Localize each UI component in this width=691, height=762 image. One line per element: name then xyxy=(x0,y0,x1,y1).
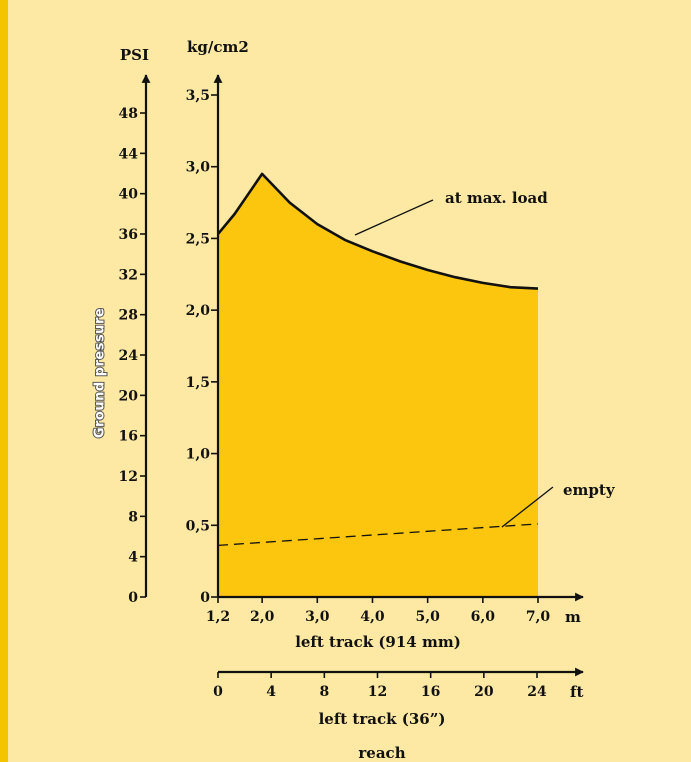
x-axis-m-unit: m xyxy=(565,608,581,626)
x-m-tick-label: 4,0 xyxy=(360,609,385,625)
x-m-tick-label: 5,0 xyxy=(415,609,440,625)
right-tick-label: 2,0 xyxy=(186,303,211,319)
x-m-tick-label: 6,0 xyxy=(471,609,496,625)
right-tick-label: 1,0 xyxy=(186,447,211,463)
left-tick-label: 44 xyxy=(119,146,139,162)
max-load-area xyxy=(218,173,538,597)
right-axis-unit: kg/cm2 xyxy=(187,38,249,56)
empty-line xyxy=(217,523,539,547)
right-ticks: 0 0,5 1,0 1,5 2,0 2,5 3,0 3,5 xyxy=(186,88,218,606)
right-tick-label: 0 xyxy=(200,590,210,606)
x-m-ticks: 1,2 2,0 3,0 4,0 5,0 6,0 7,0 xyxy=(206,597,551,625)
left-axis-unit: PSI xyxy=(120,46,149,64)
footer-label: reach xyxy=(358,744,405,762)
x-ft-tick-label: 0 xyxy=(213,684,223,700)
left-tick-label: 16 xyxy=(119,429,138,445)
x-ft-ticks: 0 4 8 12 16 20 24 xyxy=(213,672,547,700)
left-tick-label: 12 xyxy=(119,469,138,485)
x-m-tick-label: 2,0 xyxy=(250,609,275,625)
left-tick-label: 24 xyxy=(119,348,139,364)
x-axis-m-title: left track (914 mm) xyxy=(295,633,461,651)
left-tick-label: 40 xyxy=(119,187,139,203)
left-tick-label: 20 xyxy=(119,388,139,404)
right-tick-label: 3,5 xyxy=(186,88,210,104)
left-tick-label: 0 xyxy=(128,590,138,606)
right-tick-label: 2,5 xyxy=(186,231,210,247)
x-m-tick-label: 7,0 xyxy=(526,609,551,625)
left-tick-label: 32 xyxy=(119,267,138,283)
empty-leader xyxy=(501,486,554,528)
x-axis-ft-title: left track (36”) xyxy=(319,710,446,728)
x-ft-tick-label: 12 xyxy=(368,684,387,700)
x-ft-tick-label: 24 xyxy=(527,684,547,700)
x-ft-tick-label: 16 xyxy=(421,684,440,700)
max-load-line xyxy=(216,172,539,290)
left-tick-label: 48 xyxy=(119,106,138,122)
right-tick-label: 1,5 xyxy=(186,375,210,391)
left-tick-label: 4 xyxy=(128,550,138,566)
left-tick-label: 36 xyxy=(119,227,138,243)
left-tick-label: 28 xyxy=(119,308,138,324)
x-ft-tick-label: 8 xyxy=(319,684,329,700)
x-m-tick-label: 3,0 xyxy=(305,609,330,625)
x-axis-ft-unit: ft xyxy=(570,683,583,701)
max-load-leader xyxy=(354,199,434,236)
right-tick-label: 3,0 xyxy=(186,160,211,176)
x-ft-tick-label: 4 xyxy=(266,684,276,700)
left-tick-label: 8 xyxy=(128,509,138,525)
axes xyxy=(141,74,584,677)
x-ft-tick-label: 20 xyxy=(474,684,494,700)
series-label-empty: empty xyxy=(563,481,616,499)
x-m-tick-label: 1,2 xyxy=(206,609,230,625)
series-label-max-load: at max. load xyxy=(445,189,548,207)
right-tick-label: 0,5 xyxy=(186,518,210,534)
